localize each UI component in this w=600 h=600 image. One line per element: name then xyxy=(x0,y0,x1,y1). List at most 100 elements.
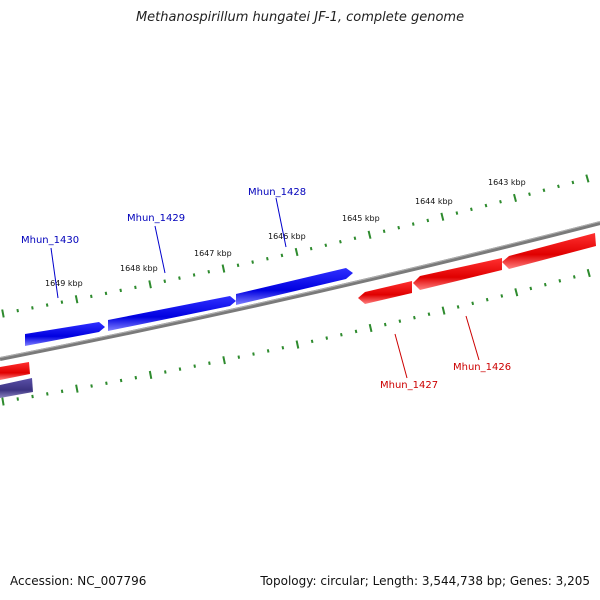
minor-tick xyxy=(16,308,19,313)
minor-tick xyxy=(397,225,401,230)
gene-label-mhun-1429[interactable]: Mhun_1429 xyxy=(127,213,185,224)
major-tick xyxy=(295,340,300,349)
major-tick xyxy=(367,230,372,239)
major-tick xyxy=(221,264,226,273)
minor-tick xyxy=(572,275,576,279)
inner-tick-ring xyxy=(1,268,591,406)
minor-tick xyxy=(192,273,196,277)
major-tick xyxy=(148,370,153,379)
minor-tick xyxy=(324,243,328,248)
minor-tick xyxy=(119,288,122,293)
tick-label: 1647 kbp xyxy=(194,249,232,258)
major-tick xyxy=(513,193,517,203)
minor-tick xyxy=(557,184,560,189)
minor-tick xyxy=(16,397,19,401)
tick-label: 1649 kbp xyxy=(45,279,83,288)
minor-tick xyxy=(383,322,387,327)
minor-tick xyxy=(207,269,211,274)
minor-tick xyxy=(193,364,196,368)
gene-label-mhun-1427[interactable]: Mhun_1427 xyxy=(380,380,438,391)
minor-tick xyxy=(266,256,269,261)
gene-arrow-mhun-1428[interactable] xyxy=(236,268,353,305)
gene-arrow-partial[interactable] xyxy=(0,362,30,380)
minor-tick xyxy=(208,361,211,365)
major-tick xyxy=(441,306,446,315)
minor-tick xyxy=(251,260,254,264)
minor-tick xyxy=(236,263,240,268)
minor-tick xyxy=(456,305,460,309)
minor-tick xyxy=(105,381,108,385)
minor-tick xyxy=(31,394,34,399)
major-tick xyxy=(1,309,5,318)
major-tick xyxy=(585,174,590,183)
minor-tick xyxy=(134,285,137,290)
major-tick xyxy=(74,295,79,304)
major-tick xyxy=(368,323,373,333)
major-tick xyxy=(586,268,591,278)
gene-arrow-mhun-1430[interactable] xyxy=(25,322,105,346)
minor-tick xyxy=(280,253,284,258)
minor-tick xyxy=(309,246,313,251)
major-tick xyxy=(148,280,152,289)
minor-tick xyxy=(163,279,167,284)
minor-tick xyxy=(178,367,182,371)
minor-tick xyxy=(45,303,49,307)
gene-label-mhun-1428[interactable]: Mhun_1428 xyxy=(248,187,306,198)
major-tick xyxy=(440,212,445,221)
minor-tick xyxy=(339,239,342,244)
minor-tick xyxy=(499,199,502,204)
minor-tick xyxy=(60,300,64,304)
minor-tick xyxy=(178,276,181,280)
gene-label-mhun-1426[interactable]: Mhun_1426 xyxy=(453,362,511,373)
minor-tick xyxy=(471,301,475,306)
major-tick xyxy=(294,247,299,257)
minor-tick xyxy=(485,297,489,302)
tick-label: 1648 kbp xyxy=(120,264,158,273)
minor-tick xyxy=(558,279,562,283)
tick-label: 1646 kbp xyxy=(268,232,306,241)
minor-tick xyxy=(455,211,459,215)
minor-tick xyxy=(427,312,431,316)
gene-arrow-next[interactable] xyxy=(502,233,596,269)
major-tick xyxy=(1,397,5,406)
genome-backbone xyxy=(0,221,600,361)
minor-tick xyxy=(426,218,430,223)
kbp-labels: 1649 kbp 1648 kbp 1647 kbp 1646 kbp 1645… xyxy=(45,178,526,288)
minor-tick xyxy=(310,339,314,344)
minor-tick xyxy=(325,336,329,340)
minor-tick xyxy=(413,315,416,320)
minor-tick xyxy=(46,392,49,396)
tick-label: 1645 kbp xyxy=(342,214,380,223)
minor-tick xyxy=(237,355,241,359)
minor-tick xyxy=(281,345,285,350)
genome-info-text: Topology: circular; Length: 3,544,738 bp… xyxy=(260,574,590,588)
minor-tick xyxy=(353,236,357,241)
minor-tick xyxy=(31,306,34,310)
tick-label: 1643 kbp xyxy=(488,178,526,187)
gene-arrow-mhun-1426[interactable] xyxy=(413,258,502,290)
gene-arrow-other[interactable] xyxy=(0,378,33,398)
minor-tick xyxy=(354,329,358,334)
minor-tick xyxy=(528,192,531,196)
major-tick xyxy=(222,356,226,365)
minor-tick xyxy=(252,352,255,356)
gene-arrow-mhun-1429[interactable] xyxy=(108,296,236,331)
tick-label: 1644 kbp xyxy=(415,197,453,206)
minor-tick xyxy=(90,384,93,388)
minor-tick xyxy=(340,332,343,337)
map-title: Methanospirillum hungatei JF-1, complete… xyxy=(135,10,465,25)
minor-tick xyxy=(398,319,402,323)
minor-tick xyxy=(484,203,488,208)
minor-tick xyxy=(266,349,270,353)
gene-label-mhun-1430[interactable]: Mhun_1430 xyxy=(21,235,79,246)
minor-tick xyxy=(529,286,533,291)
accession-text: Accession: NC_007796 xyxy=(10,574,147,588)
outer-tick-ring xyxy=(1,174,590,318)
minor-tick xyxy=(543,282,547,287)
minor-tick xyxy=(571,180,575,185)
gene-labels: Mhun_1430 Mhun_1429 Mhun_1428 Mhun_1427 … xyxy=(21,187,511,391)
minor-tick xyxy=(134,375,138,380)
gene-arrow-mhun-1427[interactable] xyxy=(358,281,412,304)
minor-tick xyxy=(119,378,123,383)
